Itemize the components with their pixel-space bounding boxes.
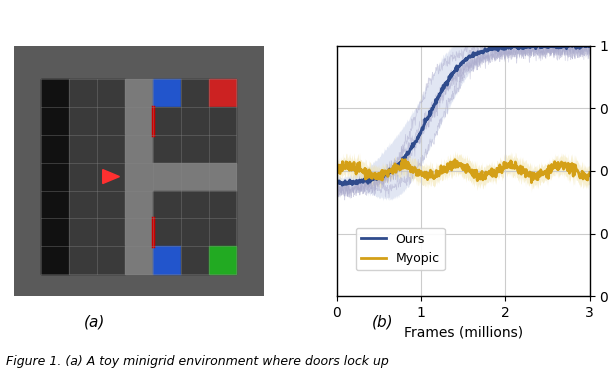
Myopic [502, 162, 510, 166]
Bar [153, 163, 181, 190]
Bar [69, 246, 97, 274]
Bar [181, 190, 209, 218]
Line: Ours: Ours [337, 46, 590, 185]
Bar [209, 190, 237, 218]
X-axis label: Frames (millions): Frames (millions) [404, 326, 523, 340]
Bar [153, 107, 181, 135]
Bar [69, 218, 97, 246]
Bar [97, 218, 125, 246]
Bar [153, 135, 181, 163]
Bar [181, 218, 209, 246]
Bar [41, 163, 69, 190]
Bar [125, 218, 153, 246]
Text: Figure 1. (a) A toy minigrid environment where doors lock up: Figure 1. (a) A toy minigrid environment… [6, 355, 389, 368]
Polygon shape [103, 169, 119, 184]
Ours [503, 45, 510, 49]
Bar [69, 163, 97, 190]
Bar [209, 163, 237, 190]
Myopic [524, 171, 531, 175]
Myopic [483, 173, 490, 178]
Bar [209, 218, 237, 246]
Bar [125, 107, 153, 135]
Bar [209, 107, 237, 135]
Myopic [333, 167, 340, 171]
Bar [41, 107, 69, 135]
Bar [41, 246, 69, 274]
Bar [125, 79, 153, 107]
Bar [181, 79, 209, 107]
Bar [181, 163, 209, 190]
Bar [125, 246, 153, 274]
Myopic [398, 157, 406, 162]
Bar [181, 246, 209, 274]
Bar [97, 246, 125, 274]
Myopic [398, 166, 406, 171]
Ours [398, 159, 406, 164]
Bar [181, 135, 209, 163]
Bar [69, 190, 97, 218]
Ours [525, 43, 532, 48]
Ours [483, 48, 490, 52]
Text: (b): (b) [372, 315, 394, 330]
Bar [209, 135, 237, 163]
Bar [209, 246, 237, 274]
Bar [153, 79, 181, 107]
Ours [378, 173, 385, 178]
Bar [97, 79, 125, 107]
Bar [125, 135, 153, 163]
Bar [97, 163, 125, 190]
Bar [97, 135, 125, 163]
Bar [209, 79, 237, 107]
Text: (a): (a) [83, 315, 105, 330]
Myopic [378, 176, 385, 180]
Bar [69, 107, 97, 135]
Ours [586, 43, 593, 48]
Ours [448, 71, 455, 76]
Bar [97, 107, 125, 135]
Bar [41, 79, 69, 107]
Bar [41, 135, 69, 163]
Bar [97, 190, 125, 218]
Myopic [586, 170, 593, 175]
Bar [181, 107, 209, 135]
Ours [339, 183, 346, 187]
Bar [41, 79, 237, 274]
Myopic [448, 168, 455, 173]
Bar [69, 135, 97, 163]
Bar [41, 190, 69, 218]
Legend: Ours, Myopic: Ours, Myopic [356, 228, 444, 270]
Bar [153, 246, 181, 274]
Myopic [528, 180, 535, 185]
Bar [153, 218, 181, 246]
Bar [125, 163, 153, 190]
Line: Myopic: Myopic [337, 159, 590, 183]
Bar [153, 190, 181, 218]
Bar [125, 190, 153, 218]
Bar [69, 79, 97, 107]
Ours [492, 43, 500, 48]
Bar [41, 218, 69, 246]
Ours [333, 180, 340, 185]
